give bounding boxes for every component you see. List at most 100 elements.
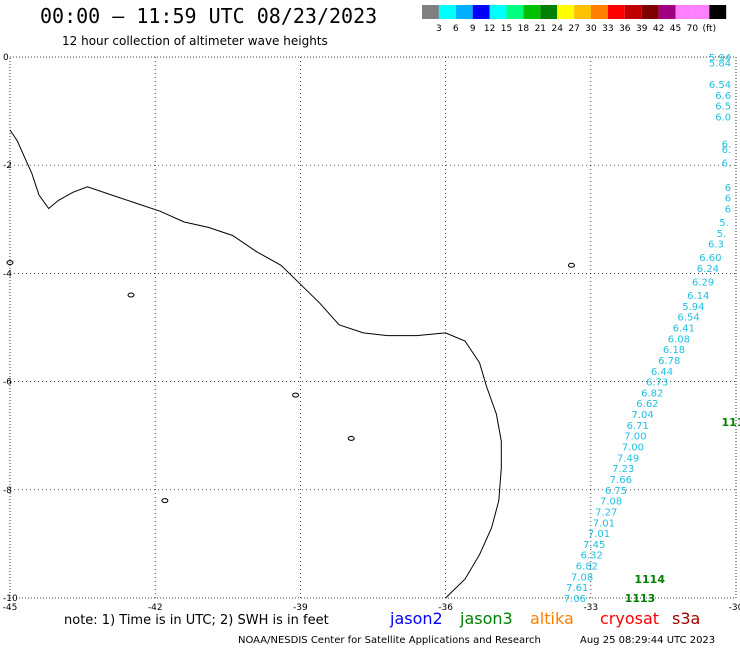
legend-swatch [692, 5, 710, 19]
map-frame [9, 56, 737, 599]
swh-label: 6.62 [636, 399, 658, 410]
swh-label: 6.60 [699, 253, 721, 264]
swh-label: 6.29 [692, 278, 714, 289]
swh-label: 6.75 [605, 486, 627, 497]
legend-label: 36 [619, 24, 631, 34]
legend-label: 30 [585, 24, 597, 34]
swh-label: 6 [725, 204, 731, 215]
swh-label: 5.84 [709, 58, 731, 69]
legend-swatch [422, 5, 439, 19]
legend-swatch [540, 5, 558, 19]
sat-jason2: jason2 [390, 609, 443, 628]
swh-label: 7.08 [600, 497, 622, 508]
legend-label: 21 [535, 24, 546, 34]
island [347, 435, 355, 441]
legend-swatch [591, 5, 608, 19]
swh-label: 7.01 [588, 529, 610, 540]
swh-label: 6.44 [651, 367, 673, 378]
legend-swatch [607, 5, 625, 19]
legend-swatch [455, 5, 473, 19]
legend-swatch [624, 5, 642, 19]
legend-swatch [709, 5, 727, 19]
swh-label: 6.6 [715, 91, 731, 102]
legend-label: 18 [518, 24, 530, 34]
swh-label: 6.32 [581, 551, 603, 562]
swh-label: 6.82 [576, 562, 598, 573]
swh-label: 5.94 [682, 302, 704, 313]
legend-label: 70 [687, 24, 699, 34]
legend-label: 27 [568, 24, 579, 34]
swh-label: 6.73 [646, 378, 668, 389]
pass-label: 1115 [721, 416, 740, 429]
island [567, 262, 575, 268]
x-tick-label: -42 [148, 603, 163, 612]
y-tick-label: -2 [3, 161, 12, 171]
swh-label: 6.08 [668, 334, 690, 345]
y-tick-label: -10 [3, 594, 18, 604]
legend-label: 33 [602, 24, 613, 34]
swh-label: 7.08 [571, 572, 593, 583]
legend-label: 24 [551, 24, 563, 34]
y-tick-label: -8 [3, 486, 12, 496]
legend-label: 12 [484, 24, 495, 34]
sat-cryosat: cryosat [600, 609, 660, 628]
swh-label: 7.00 [622, 443, 644, 454]
swh-label: 6.71 [627, 421, 649, 432]
sat-s3a: s3a [672, 609, 701, 628]
island [6, 260, 14, 266]
legend-swatch [506, 5, 524, 19]
legend-swatch [641, 5, 659, 19]
coastline [9, 129, 502, 599]
swh-label: 6. [722, 158, 732, 169]
x-tick-label: -33 [583, 603, 598, 612]
swh-label: 6.18 [663, 345, 685, 356]
legend-label: 6 [453, 24, 459, 34]
swh-label: 5. [717, 229, 727, 240]
swh-label: 6.24 [697, 264, 719, 275]
legend-swatch [489, 5, 507, 19]
x-tick-label: -30 [729, 603, 740, 612]
swh-label: 6.0 [715, 113, 731, 124]
footer-credit: NOAA/NESDIS Center for Satellite Applica… [238, 635, 541, 646]
swh-label: 7.00 [624, 432, 646, 443]
pass-label: 1114 [634, 573, 665, 586]
swh-label: 7.06 [564, 594, 586, 605]
y-tick-label: -4 [3, 269, 12, 279]
swh-label: 6. [722, 140, 732, 151]
y-tick-label: -6 [3, 378, 12, 388]
swh-label: 7.04 [631, 410, 653, 421]
sat-jason3: jason3 [460, 609, 513, 628]
legend-label: 39 [636, 24, 648, 34]
swh-label: 7.66 [610, 475, 632, 486]
swh-label: 6.54 [677, 313, 699, 324]
y-tick-label: 0 [3, 53, 9, 63]
legend-swatch [675, 5, 693, 19]
swh-label: 7.01 [593, 518, 615, 529]
legend-swatch [472, 5, 490, 19]
swh-label: 7.27 [595, 507, 617, 518]
legend-label: 9 [470, 24, 476, 34]
legend-label: 45 [670, 24, 681, 34]
island [161, 498, 169, 504]
swh-label: 6.3 [708, 240, 724, 251]
island [127, 292, 135, 298]
swh-label: 6.41 [673, 324, 695, 335]
swh-label: 5. [719, 218, 729, 229]
legend-label: 15 [501, 24, 512, 34]
legend-swatch [438, 5, 456, 19]
swh-label: 7.49 [617, 453, 639, 464]
island [292, 392, 300, 398]
swh-label: 6 [725, 183, 731, 194]
footer-timestamp: Aug 25 08:29:44 UTC 2023 [580, 635, 716, 646]
legend-label: (ft) [703, 24, 717, 34]
swh-label: 7.61 [566, 583, 588, 594]
map-title: 00:00 — 11:59 UTC 08/23/2023 [40, 4, 378, 28]
swh-label: 6.14 [687, 291, 709, 302]
wave-height-map: -45-42-39-36-33-300-2-4-6-8-105.945.846.… [3, 53, 740, 612]
x-tick-label: -36 [438, 603, 453, 612]
pass-label: 1113 [625, 592, 656, 605]
swh-label: 6.78 [658, 356, 680, 367]
color-legend: 3 6 9 12 15 18 21 24 27 30 33 36 39 42 45 70 (ft) [422, 5, 727, 34]
swh-label: 6. [722, 145, 732, 156]
swh-label: 6 [725, 194, 731, 205]
